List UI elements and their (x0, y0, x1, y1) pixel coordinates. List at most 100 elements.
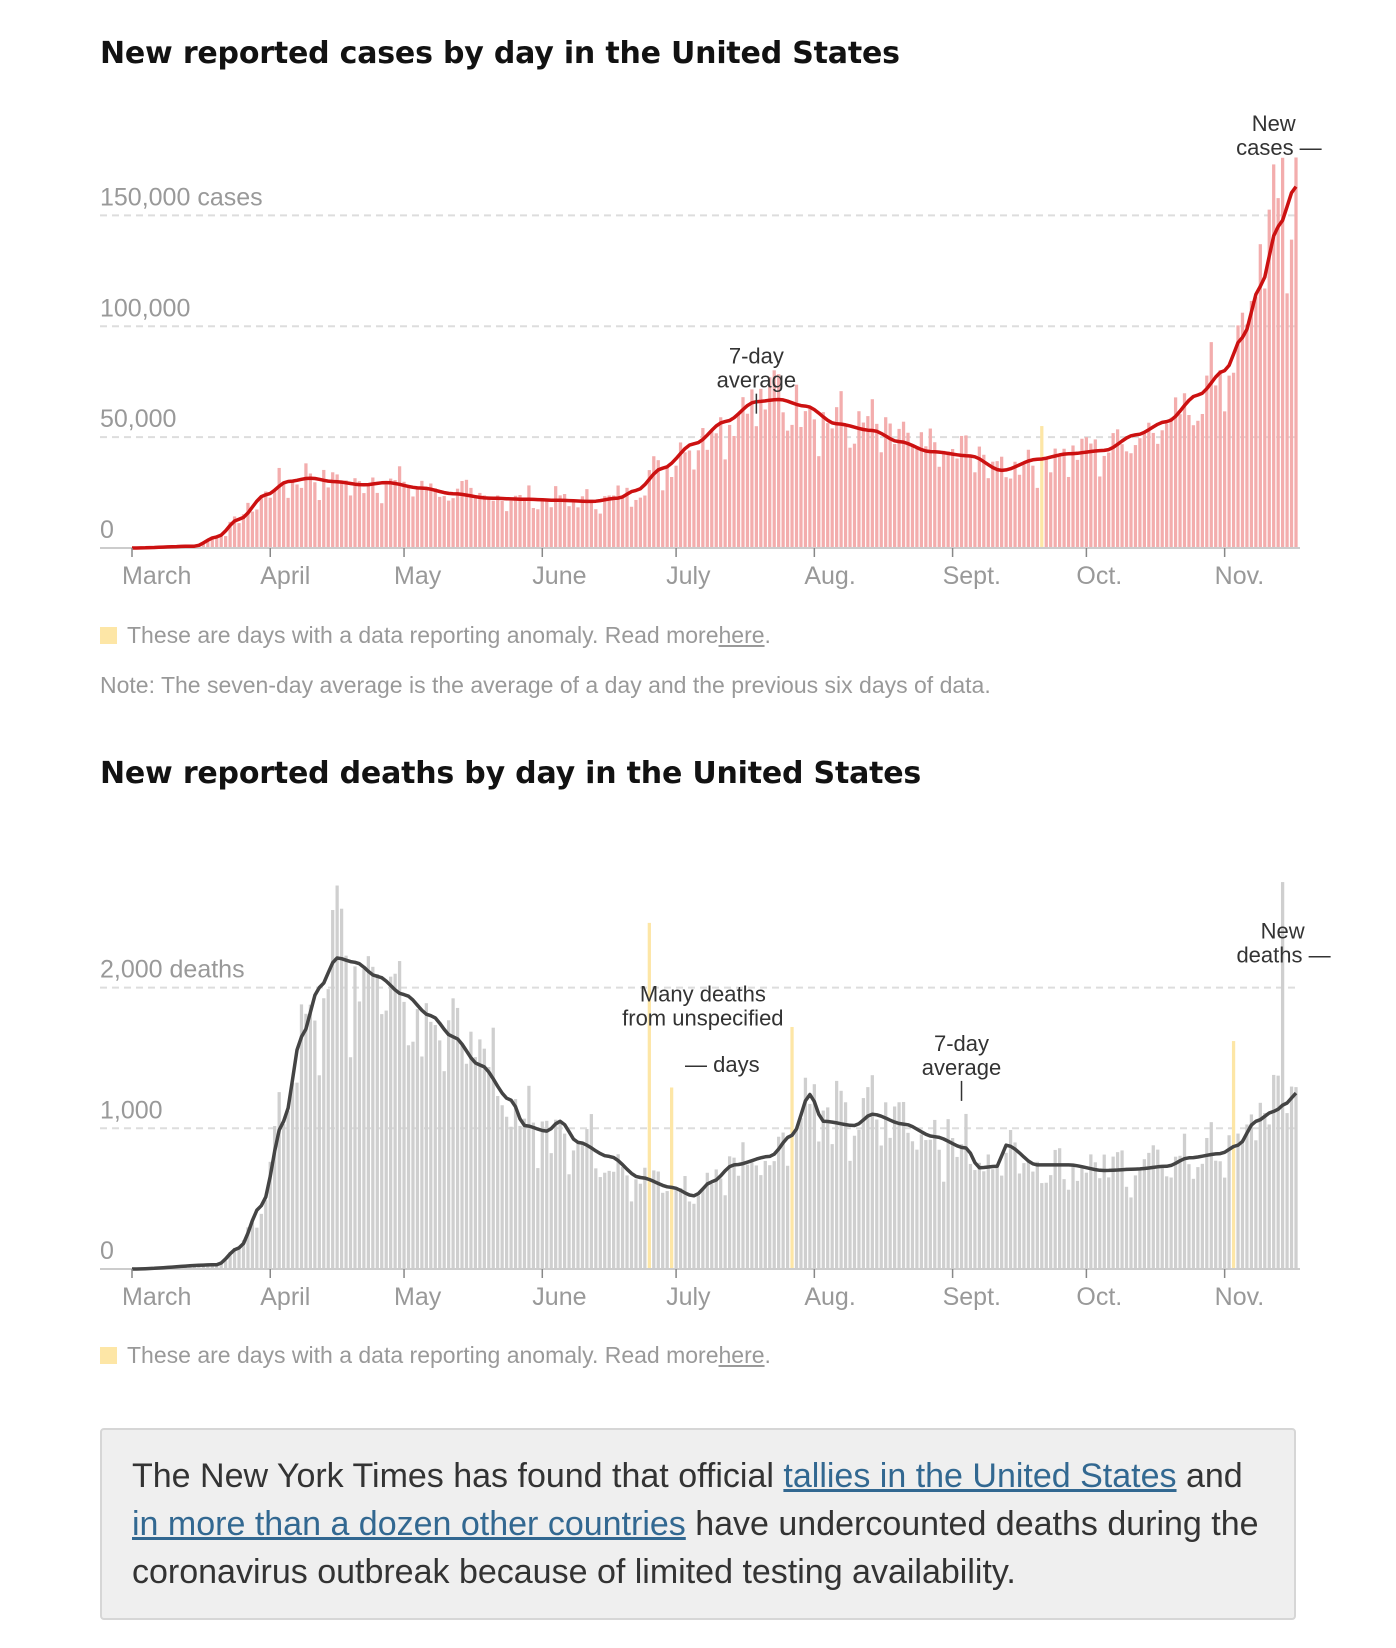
daily-bar (1031, 465, 1035, 548)
daily-bar (1187, 1164, 1191, 1269)
daily-bar (215, 535, 219, 548)
daily-bar (1249, 300, 1254, 548)
daily-bar (906, 432, 910, 548)
tallies-us-link[interactable]: tallies in the United States (783, 1457, 1177, 1495)
daily-bar (674, 1189, 678, 1269)
daily-bar (1200, 1163, 1204, 1269)
daily-bar (835, 1080, 839, 1269)
daily-bar (968, 455, 973, 548)
daily-bar (812, 1084, 816, 1269)
daily-bar (723, 459, 727, 548)
annotation-text: Many deaths (640, 982, 766, 1007)
daily-bar (451, 498, 455, 548)
daily-bar (259, 495, 263, 548)
x-tick-label: Aug. (804, 1283, 855, 1311)
daily-bar (1026, 1160, 1031, 1269)
daily-bar (901, 1101, 906, 1269)
daily-bar (576, 1142, 580, 1269)
daily-bar (1151, 432, 1155, 548)
daily-bar (857, 1129, 861, 1269)
daily-bar (487, 1066, 491, 1269)
daily-bar (1138, 1168, 1142, 1269)
daily-bar (933, 1119, 937, 1269)
daily-bar (1191, 1178, 1196, 1269)
daily-bar (491, 500, 495, 548)
daily-bar (1223, 1177, 1227, 1269)
annotation-text: 7-day (934, 1031, 989, 1056)
daily-bar (1142, 1159, 1146, 1269)
daily-bar (509, 500, 513, 548)
daily-bar (1156, 443, 1160, 548)
daily-bar (241, 514, 246, 548)
daily-bar (607, 1170, 611, 1269)
x-tick-label: Sept. (943, 562, 1001, 590)
daily-bar (540, 498, 544, 548)
daily-bar (554, 1119, 558, 1269)
x-tick-label: July (666, 562, 711, 590)
daily-bar (540, 1121, 544, 1269)
daily-bar (897, 1102, 901, 1269)
y-tick-label: 150,000 cases (100, 183, 263, 211)
daily-bar (647, 470, 651, 548)
daily-bar (232, 516, 237, 548)
daily-bar (331, 472, 335, 548)
daily-bar (870, 399, 874, 548)
daily-bar (790, 424, 794, 548)
daily-bar (1209, 1122, 1213, 1269)
daily-bar (1249, 1114, 1254, 1269)
daily-bar (1089, 1154, 1093, 1269)
daily-bar (808, 406, 812, 548)
daily-bar (727, 424, 732, 548)
daily-bar (1165, 423, 1169, 548)
callout-text-2: and (1176, 1457, 1243, 1495)
daily-bar (357, 1001, 362, 1269)
cases-anomaly-legend: These are days with a data reporting ano… (100, 622, 771, 649)
daily-bar (888, 1137, 892, 1269)
daily-bar (803, 1077, 808, 1269)
daily-bar (513, 1099, 518, 1269)
daily-bar (1214, 385, 1218, 548)
daily-bar (959, 1144, 964, 1269)
daily-bar (219, 1263, 223, 1269)
daily-bar (1151, 1145, 1155, 1269)
daily-bar (549, 1153, 553, 1269)
daily-bar (589, 1114, 593, 1269)
read-more-link[interactable]: here (718, 1342, 765, 1368)
daily-bar (571, 501, 576, 548)
legend-text: These are days with a data reporting ano… (127, 1342, 719, 1368)
daily-bar (1084, 437, 1089, 548)
read-more-link[interactable]: here (718, 622, 765, 648)
daily-bar (1044, 1182, 1048, 1269)
daily-bar (915, 445, 919, 548)
daily-bar (424, 1003, 428, 1269)
daily-bar (1022, 461, 1026, 548)
daily-bar (576, 507, 580, 548)
daily-bar (1133, 1175, 1138, 1269)
daily-bar (1120, 1150, 1124, 1269)
daily-bar (411, 1041, 415, 1269)
daily-bar (892, 1106, 897, 1269)
daily-bar (237, 523, 241, 548)
daily-bar (1115, 429, 1120, 548)
daily-bar (1182, 393, 1187, 548)
daily-bar (442, 1071, 446, 1269)
daily-bar (861, 422, 866, 548)
daily-bar (1075, 1180, 1080, 1269)
daily-bar (794, 384, 799, 548)
daily-bar (277, 1092, 281, 1269)
x-tick-label: July (666, 1283, 711, 1311)
daily-bar (1280, 882, 1285, 1269)
daily-bar (714, 1169, 718, 1269)
annotation-text: from unspecified (622, 1006, 783, 1031)
daily-bar (643, 1167, 647, 1269)
daily-bar (1093, 1162, 1097, 1269)
daily-bar (1165, 1176, 1169, 1269)
daily-bar (487, 497, 491, 548)
daily-bar (1058, 1148, 1062, 1269)
daily-bar (447, 500, 451, 548)
x-tick-label: May (394, 562, 442, 590)
daily-bar (411, 496, 415, 548)
daily-bar (1236, 325, 1240, 548)
other-countries-link[interactable]: in more than a dozen other countries (132, 1505, 686, 1543)
daily-bar (701, 1189, 705, 1269)
